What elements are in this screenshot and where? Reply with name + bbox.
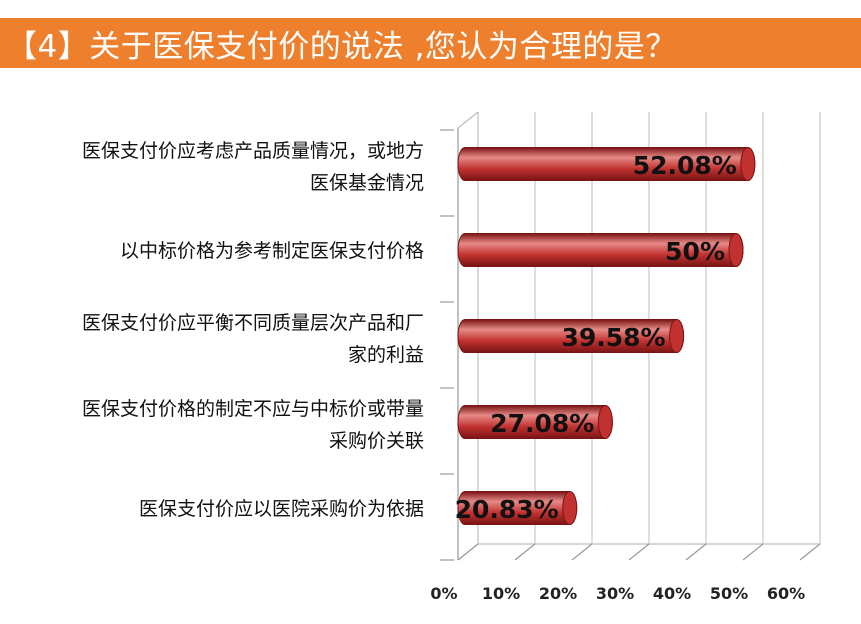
bar: 52.08%	[457, 147, 756, 181]
gridline-floor	[799, 543, 821, 561]
data-label: 27.08%	[490, 409, 594, 438]
bar: 39.58%	[457, 319, 685, 353]
title-band: 【4】关于医保支付价的说法 ,您认为合理的是？	[0, 18, 861, 68]
data-label: 50%	[665, 237, 725, 266]
x-tick-label: 20%	[539, 584, 577, 603]
category-label: 医保基金情况	[310, 172, 424, 194]
gridline-floor	[457, 543, 479, 561]
x-tick-label: 30%	[596, 584, 634, 603]
gridline-floor	[514, 543, 536, 561]
bar: 50%	[457, 233, 744, 267]
bar: 27.08%	[457, 405, 613, 439]
category-label: 医保支付价应以医院采购价为依据	[139, 498, 424, 520]
bar-end-cap	[740, 147, 756, 181]
gridline-floor	[685, 543, 707, 561]
data-label: 39.58%	[561, 323, 665, 352]
x-tick-label: 0%	[430, 584, 457, 603]
category-label: 采购价关联	[329, 430, 424, 452]
x-tick-label: 50%	[710, 584, 748, 603]
data-label: 52.08%	[633, 151, 737, 180]
data-label: 20.83%	[455, 495, 559, 524]
category-labels: 医保支付价应考虑产品质量情况，或地方医保基金情况以中标价格为参考制定医保支付价格…	[82, 140, 424, 520]
gridline-floor	[742, 543, 764, 561]
category-label: 以中标价格为参考制定医保支付价格	[120, 240, 424, 262]
bars: 52.08% 50% 39.58% 27.08% 20.83%	[455, 147, 756, 525]
top-depth-edge	[457, 111, 479, 129]
gridline-floor	[571, 543, 593, 561]
gridline-floor	[628, 543, 650, 561]
grid-lines	[457, 112, 821, 561]
x-tick-label: 40%	[653, 584, 691, 603]
bar-end-cap	[728, 233, 744, 267]
bar-end-cap	[562, 491, 578, 525]
bar-end-cap	[669, 319, 685, 353]
x-tick-label: 60%	[767, 584, 805, 603]
category-label: 医保支付价应考虑产品质量情况，或地方	[82, 140, 424, 162]
x-tick-label: 10%	[482, 584, 520, 603]
category-label: 医保支付价应平衡不同质量层次产品和厂	[82, 312, 424, 334]
page-title: 【4】关于医保支付价的说法 ,您认为合理的是？	[6, 28, 677, 65]
bar-end-cap	[597, 405, 613, 439]
x-axis-tick-labels: 0% 10% 20% 30% 40% 50% 60%	[430, 584, 805, 603]
category-label: 医保支付价格的制定不应与中标价或带量	[82, 398, 424, 420]
category-label: 家的利益	[348, 344, 424, 366]
bar: 20.83%	[455, 491, 578, 525]
